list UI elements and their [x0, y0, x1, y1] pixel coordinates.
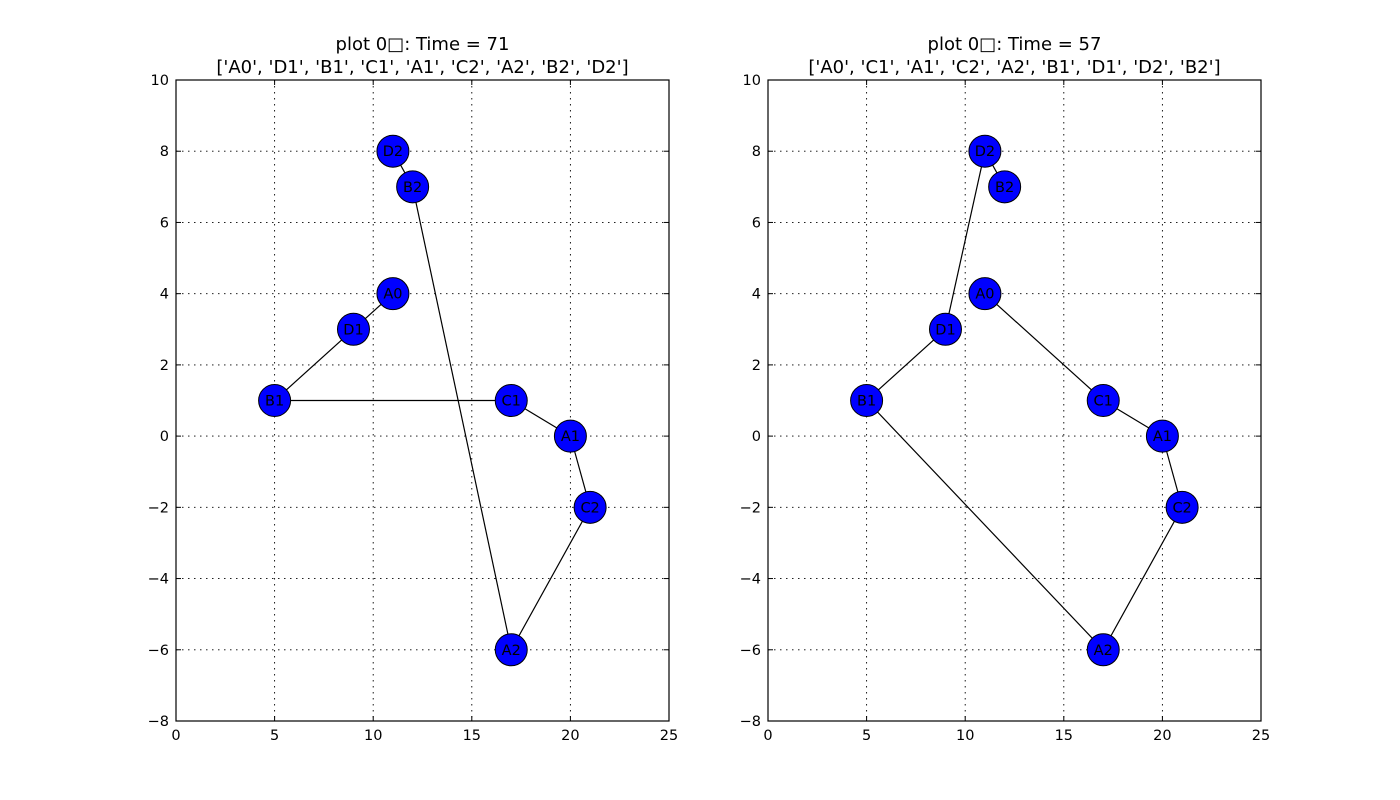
node-marker [1165, 490, 1199, 524]
node-label: B1 [265, 394, 284, 410]
node-marker [494, 633, 528, 667]
y-tick-label: 6 [160, 215, 169, 231]
x-tick-label: 0 [171, 728, 180, 744]
node-marker [1086, 633, 1120, 667]
node-marker [376, 134, 410, 168]
subplot-2: plot 0□: Time = 57['A0', 'C1', 'A1', 'C2… [740, 34, 1271, 744]
subplot-1: plot 0□: Time = 71['A0', 'D1', 'B1', 'C1… [148, 34, 679, 744]
node-label: A2 [502, 643, 521, 659]
chart-subtitle: ['A0', 'C1', 'A1', 'C2', 'A2', 'B1', 'D1… [808, 57, 1220, 78]
y-tick-label: 0 [752, 429, 761, 445]
x-tick-label: 10 [956, 728, 974, 744]
node-b1: B1 [850, 384, 884, 417]
x-tick-label: 15 [463, 728, 481, 744]
node-b2: B2 [396, 170, 430, 204]
node-d1: D1 [336, 312, 370, 346]
x-tick-label: 15 [1055, 728, 1073, 744]
x-tick-label: 5 [270, 728, 279, 744]
y-tick-label: −6 [148, 643, 169, 659]
y-tick-label: 10 [743, 73, 761, 89]
node-label: D2 [975, 144, 995, 160]
node-marker [553, 419, 587, 453]
chart-title: plot 0□: Time = 57 [928, 34, 1102, 55]
node-marker [376, 277, 410, 311]
node-label: D2 [383, 144, 403, 160]
y-tick-label: 4 [752, 287, 761, 303]
node-a2: A2 [1086, 633, 1120, 667]
node-marker [988, 170, 1022, 204]
x-tick-label: 25 [1252, 728, 1270, 744]
node-a0: A0 [968, 277, 1002, 311]
node-marker [258, 384, 292, 417]
node-label: B2 [403, 180, 422, 196]
node-marker [573, 490, 607, 524]
node-label: A1 [561, 429, 580, 445]
y-tick-label: 0 [160, 429, 169, 445]
node-marker [928, 312, 962, 346]
y-tick-label: −4 [148, 572, 169, 588]
node-label: D1 [935, 322, 955, 338]
y-tick-label: 8 [160, 144, 169, 160]
x-tick-label: 0 [763, 728, 772, 744]
node-c2: C2 [573, 490, 607, 524]
axes-frame [175, 79, 670, 722]
x-tick-label: 20 [1153, 728, 1171, 744]
node-marker [850, 384, 884, 417]
node-a2: A2 [494, 633, 528, 667]
node-d1: D1 [928, 312, 962, 346]
node-label: A1 [1153, 429, 1172, 445]
node-c1: C1 [1086, 384, 1120, 417]
axes-frame [767, 79, 1262, 722]
x-tick-label: 25 [660, 728, 678, 744]
node-marker [1145, 419, 1179, 453]
node-marker [968, 277, 1002, 311]
node-c2: C2 [1165, 490, 1199, 524]
node-label: C2 [580, 500, 599, 516]
node-label: B2 [995, 180, 1014, 196]
y-tick-label: 10 [151, 73, 169, 89]
node-marker [494, 384, 528, 417]
y-tick-label: 4 [160, 287, 169, 303]
y-tick-label: −8 [740, 714, 761, 730]
node-label: B1 [857, 394, 876, 410]
node-d2: D2 [376, 134, 410, 168]
node-a1: A1 [553, 419, 587, 453]
node-c1: C1 [494, 384, 528, 417]
node-marker [396, 170, 430, 204]
node-label: C2 [1172, 500, 1191, 516]
node-label: D1 [343, 322, 363, 338]
y-tick-label: −8 [148, 714, 169, 730]
node-b1: B1 [258, 384, 292, 417]
node-marker [336, 312, 370, 346]
node-a1: A1 [1145, 419, 1179, 453]
node-label: C1 [1094, 394, 1113, 410]
y-tick-label: −2 [740, 500, 761, 516]
node-label: A2 [1094, 643, 1113, 659]
y-tick-label: 2 [160, 358, 169, 374]
y-tick-label: −2 [148, 500, 169, 516]
x-tick-label: 5 [862, 728, 871, 744]
node-marker [968, 134, 1002, 168]
chart-title: plot 0□: Time = 71 [336, 34, 510, 55]
chart-subtitle: ['A0', 'D1', 'B1', 'C1', 'A1', 'C2', 'A2… [216, 57, 628, 78]
node-a0: A0 [376, 277, 410, 311]
y-tick-label: 8 [752, 144, 761, 160]
node-b2: B2 [988, 170, 1022, 204]
y-tick-label: 2 [752, 358, 761, 374]
node-label: A0 [383, 287, 402, 303]
node-label: C1 [502, 394, 521, 410]
node-label: A0 [975, 287, 994, 303]
y-tick-label: 6 [752, 215, 761, 231]
x-tick-label: 10 [364, 728, 382, 744]
y-tick-label: −4 [740, 572, 761, 588]
node-d2: D2 [968, 134, 1002, 168]
y-tick-label: −6 [740, 643, 761, 659]
node-marker [1086, 384, 1120, 417]
x-tick-label: 20 [561, 728, 579, 744]
